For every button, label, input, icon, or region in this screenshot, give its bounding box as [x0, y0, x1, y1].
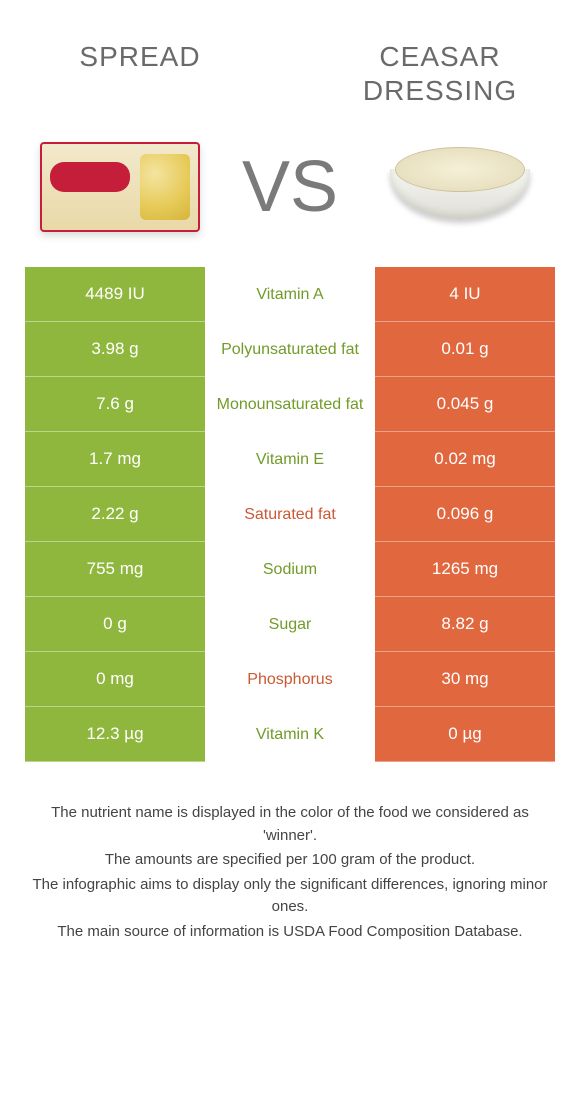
- left-value: 7.6 g: [25, 377, 205, 432]
- right-value: 0.045 g: [375, 377, 555, 432]
- table-row: 7.6 gMonounsaturated fat0.045 g: [25, 377, 555, 432]
- right-food-title: CEASAR DRESSING: [340, 40, 540, 107]
- footer-line: The infographic aims to display only the…: [30, 874, 550, 919]
- table-row: 12.3 µgVitamin K0 µg: [25, 707, 555, 762]
- nutrient-name: Phosphorus: [205, 652, 375, 707]
- left-value: 12.3 µg: [25, 707, 205, 762]
- left-value: 755 mg: [25, 542, 205, 597]
- nutrient-name: Vitamin E: [205, 432, 375, 487]
- left-value: 0 mg: [25, 652, 205, 707]
- vs-label: VS: [242, 146, 338, 228]
- left-value: 1.7 mg: [25, 432, 205, 487]
- left-value: 4489 IU: [25, 267, 205, 322]
- table-row: 4489 IUVitamin A4 IU: [25, 267, 555, 322]
- spread-image: [30, 127, 210, 247]
- table-row: 3.98 gPolyunsaturated fat0.01 g: [25, 322, 555, 377]
- left-food-title: SPREAD: [40, 40, 240, 107]
- left-value: 2.22 g: [25, 487, 205, 542]
- table-row: 0 mgPhosphorus30 mg: [25, 652, 555, 707]
- footer-line: The amounts are specified per 100 gram o…: [30, 849, 550, 872]
- right-value: 0.096 g: [375, 487, 555, 542]
- footer-notes: The nutrient name is displayed in the co…: [30, 802, 550, 945]
- right-value: 0.01 g: [375, 322, 555, 377]
- nutrient-name: Sugar: [205, 597, 375, 652]
- right-value: 30 mg: [375, 652, 555, 707]
- table-row: 1.7 mgVitamin E0.02 mg: [25, 432, 555, 487]
- nutrient-name: Vitamin A: [205, 267, 375, 322]
- right-value: 4 IU: [375, 267, 555, 322]
- footer-line: The main source of information is USDA F…: [30, 921, 550, 944]
- spread-box-icon: [40, 142, 200, 232]
- header: SPREAD CEASAR DRESSING: [0, 0, 580, 127]
- right-value: 0 µg: [375, 707, 555, 762]
- comparison-table: 4489 IUVitamin A4 IU3.98 gPolyunsaturate…: [25, 267, 555, 762]
- nutrient-name: Polyunsaturated fat: [205, 322, 375, 377]
- bowl-icon: [390, 147, 530, 227]
- right-value: 0.02 mg: [375, 432, 555, 487]
- nutrient-name: Monounsaturated fat: [205, 377, 375, 432]
- footer-line: The nutrient name is displayed in the co…: [30, 802, 550, 847]
- nutrient-name: Saturated fat: [205, 487, 375, 542]
- table-row: 755 mgSodium1265 mg: [25, 542, 555, 597]
- nutrient-name: Vitamin K: [205, 707, 375, 762]
- left-value: 3.98 g: [25, 322, 205, 377]
- table-row: 2.22 gSaturated fat0.096 g: [25, 487, 555, 542]
- right-value: 8.82 g: [375, 597, 555, 652]
- images-row: VS: [0, 127, 580, 267]
- table-row: 0 gSugar8.82 g: [25, 597, 555, 652]
- nutrient-name: Sodium: [205, 542, 375, 597]
- left-value: 0 g: [25, 597, 205, 652]
- right-value: 1265 mg: [375, 542, 555, 597]
- dressing-image: [370, 127, 550, 247]
